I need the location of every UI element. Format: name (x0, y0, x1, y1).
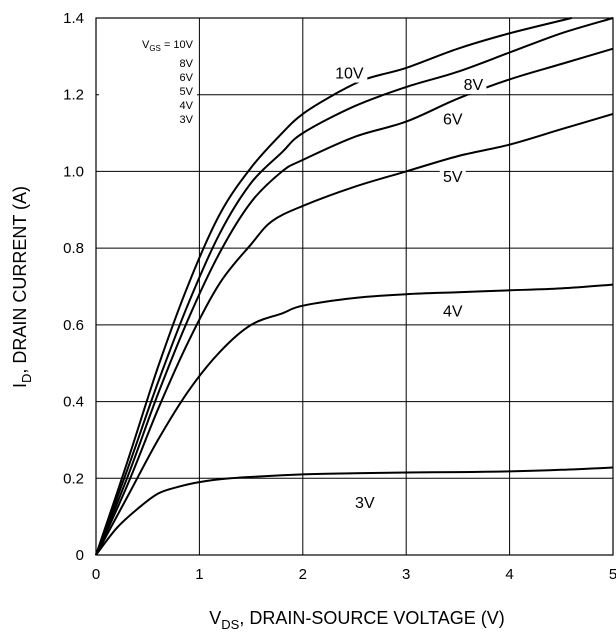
curve-10v (95, 17, 572, 556)
curve-5v (95, 112, 614, 556)
curve-label-bg (460, 74, 487, 95)
plot-frame (95, 17, 614, 556)
y-axis-label: ID, DRAIN CURRENT (A) (10, 186, 34, 388)
curve-label-bg (331, 62, 368, 83)
y-tick-label: 0.8 (63, 240, 84, 257)
legend-header: VGS = 10V (142, 39, 194, 53)
curve-label-bg (351, 492, 378, 513)
x-tick-label: 2 (299, 566, 307, 583)
y-tick-label: 0.4 (63, 394, 84, 411)
curve-4v (95, 283, 614, 556)
curve-label-bg (439, 300, 466, 321)
legend-entry-3v: 3V (180, 114, 194, 126)
legend-box (99, 20, 197, 148)
x-tick-label: 3 (402, 566, 410, 583)
tick-labels: 0 1 2 3 4 5 0 0.2 0.4 0.6 0.8 1.0 1.2 1.4 (63, 10, 616, 583)
curves (95, 17, 614, 556)
curve-labels: 10V 8V 6V 5V 4V 3V (331, 62, 487, 513)
x-tick-label: 4 (505, 566, 513, 583)
curve-label-bg (439, 108, 466, 129)
curve-label-6v: 6V (443, 112, 463, 129)
legend: VGS = 10V 8V 6V 5V 4V 3V (99, 20, 197, 148)
legend-entry-6v: 6V (180, 72, 194, 84)
x-tick-label: 5 (609, 566, 616, 583)
curve-3v (95, 466, 614, 556)
legend-entry-5v: 5V (180, 86, 194, 98)
x-tick-label: 1 (195, 566, 203, 583)
y-tick-label: 1.4 (63, 10, 84, 27)
legend-entry-8v: 8V (180, 58, 194, 70)
curve-label-bg (439, 166, 466, 187)
curve-label-4v: 4V (443, 303, 463, 320)
y-tick-label: 0 (76, 547, 84, 564)
curve-label-5v: 5V (443, 169, 463, 186)
legend-entry-4v: 4V (180, 100, 194, 112)
x-tick-label: 0 (92, 566, 100, 583)
curve-label-3v: 3V (355, 495, 375, 512)
y-tick-label: 0.6 (63, 317, 84, 334)
curve-label-10v: 10V (335, 66, 364, 83)
y-tick-label: 1.2 (63, 87, 84, 104)
y-tick-label: 1.0 (63, 163, 84, 180)
curve-label-8v: 8V (464, 77, 484, 94)
x-axis-label: VDS, DRAIN-SOURCE VOLTAGE (V) (209, 608, 504, 632)
y-tick-label: 0.2 (63, 470, 84, 487)
curve-6v (95, 47, 614, 556)
curve-8v (95, 17, 614, 556)
